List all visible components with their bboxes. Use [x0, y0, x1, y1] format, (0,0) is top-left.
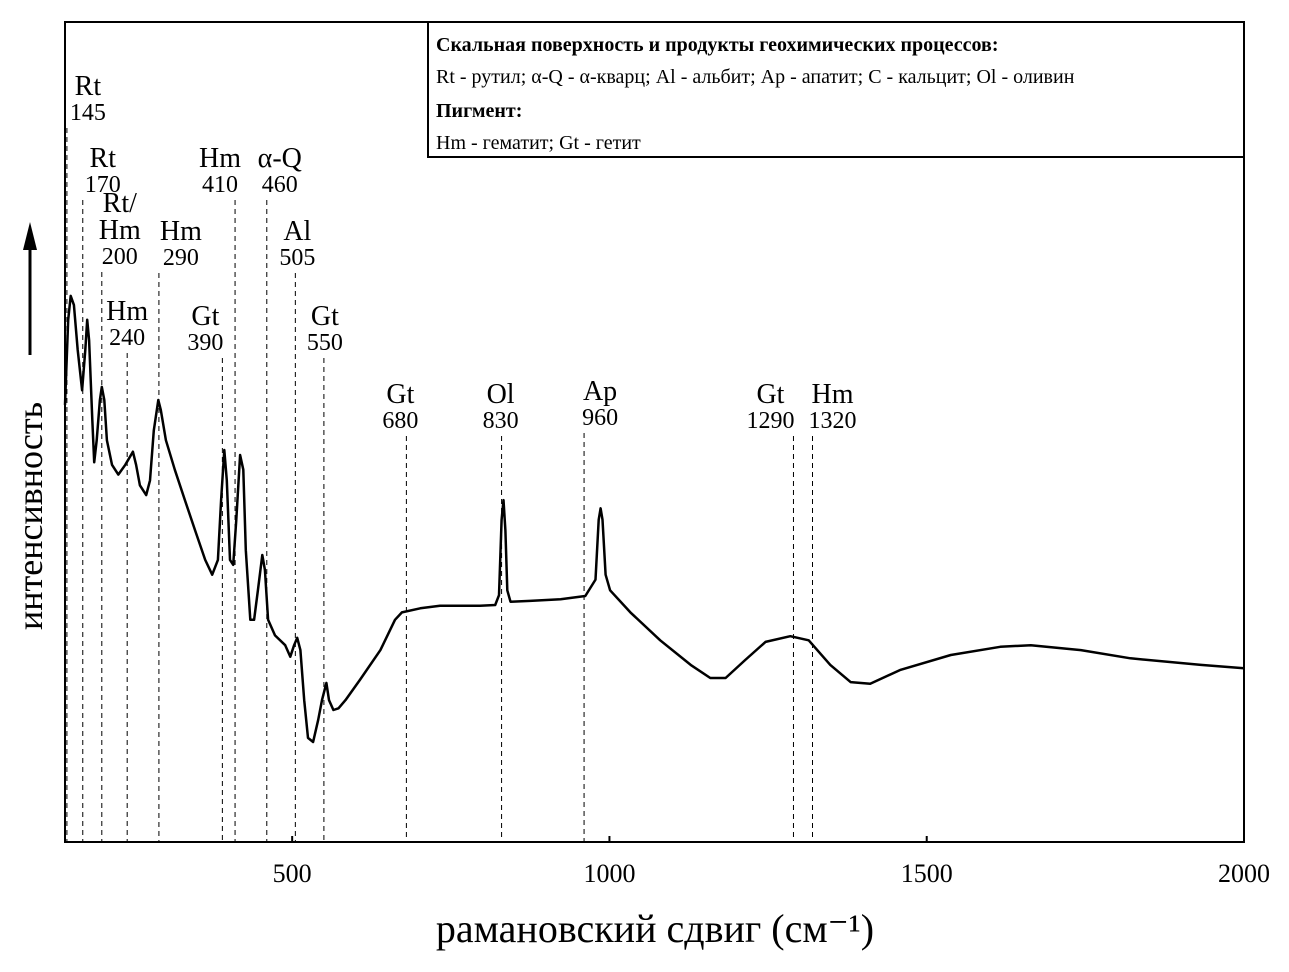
annotation-value: 200 [102, 244, 138, 270]
annotation-name: Rt [75, 71, 102, 102]
annotation-name: α-Q [258, 143, 302, 174]
spectrum-line [63, 294, 1245, 744]
legend-box [427, 21, 1245, 158]
annotation-value: 830 [483, 408, 519, 434]
annotation-value: 1320 [809, 408, 857, 434]
annotation-value: 680 [382, 408, 418, 434]
annotation-value: 170 [85, 172, 121, 198]
annotation-name: Hm [106, 296, 148, 327]
annotation-name: Hm [199, 143, 241, 174]
annotation-name: Rt/ [103, 188, 137, 219]
annotation-value: 410 [202, 172, 238, 198]
legend-text: Rt - рутил; α-Q - α-кварц; Al - альбит; … [436, 66, 1075, 88]
annotation-value: 505 [279, 245, 315, 271]
legend-text: Hm - гематит; Gt - гетит [436, 132, 641, 154]
x-tick-label: 2000 [1218, 859, 1270, 888]
annotation-name: Rt [90, 143, 117, 174]
annotation-name: Hm [812, 379, 854, 410]
x-axis-label: рамановский сдвиг (см⁻¹) [436, 906, 874, 951]
annotation-value: 240 [109, 325, 145, 351]
annotation-name: Gt [311, 301, 339, 332]
x-tick-label: 500 [273, 859, 312, 888]
annotation-name: Gt [386, 379, 414, 410]
x-tick-label: 1000 [583, 859, 635, 888]
y-axis-label: интенсивность [10, 402, 50, 630]
annotation-value: 145 [70, 100, 106, 126]
annotation-name: Ap [583, 376, 617, 407]
annotation-name: Gt [756, 379, 784, 410]
annotation-value: 290 [163, 245, 199, 271]
annotation-name: Hm [99, 215, 141, 246]
annotation-name: Ol [487, 379, 515, 410]
y-arrow-head [23, 222, 37, 250]
legend-text: Пигмент: [436, 100, 522, 122]
x-tick-label: 1500 [901, 859, 953, 888]
annotation-value: 1290 [746, 408, 794, 434]
legend-text: Скальная поверхность и продукты геохимич… [436, 34, 998, 56]
y-axis-label-group: интенсивность [10, 222, 50, 630]
annotation-value: 960 [582, 405, 618, 431]
annotation-name: Hm [160, 216, 202, 247]
annotation-value: 390 [187, 330, 223, 356]
annotation-name: Gt [191, 301, 219, 332]
annotation-name: Al [283, 216, 311, 247]
annotation-value: 550 [307, 330, 343, 356]
annotation-value: 460 [262, 172, 298, 198]
